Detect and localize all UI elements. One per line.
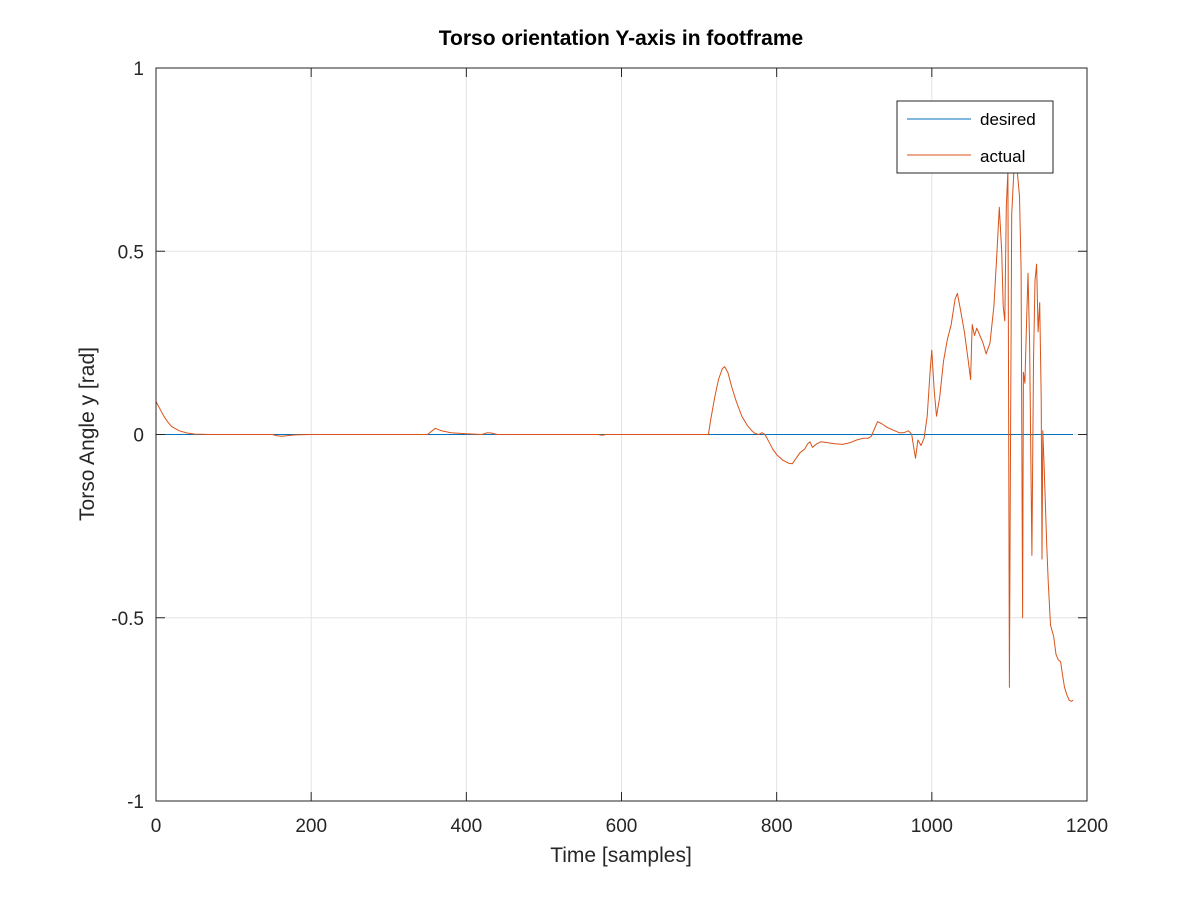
chart-title: Torso orientation Y-axis in footframe xyxy=(439,27,803,50)
y-tick-label: -0.5 xyxy=(111,609,144,630)
series-line-actual xyxy=(155,166,1074,702)
x-tick-label: 200 xyxy=(295,816,327,837)
y-tick-label: 0.5 xyxy=(118,242,144,263)
x-tick-label: 1000 xyxy=(911,816,953,837)
x-tick-label: 0 xyxy=(151,816,162,837)
x-tick-label: 800 xyxy=(761,816,793,837)
legend: desired actual xyxy=(896,100,1054,174)
y-tick-label: 1 xyxy=(133,59,144,80)
legend-box xyxy=(896,100,1054,174)
x-tick-label: 600 xyxy=(606,816,638,837)
y-tick-label: -1 xyxy=(127,792,144,813)
axis-ticks: 0 200 400 600 800 1000 1200 -1 -0.5 0 0.5 1 xyxy=(111,59,1108,837)
x-axis-label: Time [samples] xyxy=(550,844,692,867)
legend-label-actual: actual xyxy=(980,147,1025,166)
y-tick-label: 0 xyxy=(133,426,144,447)
series-layer xyxy=(155,166,1074,702)
x-tick-label: 1200 xyxy=(1066,816,1108,837)
x-tick-label: 400 xyxy=(450,816,482,837)
y-axis-label: Torso Angle y [rad] xyxy=(76,347,99,521)
legend-label-desired: desired xyxy=(980,110,1036,129)
